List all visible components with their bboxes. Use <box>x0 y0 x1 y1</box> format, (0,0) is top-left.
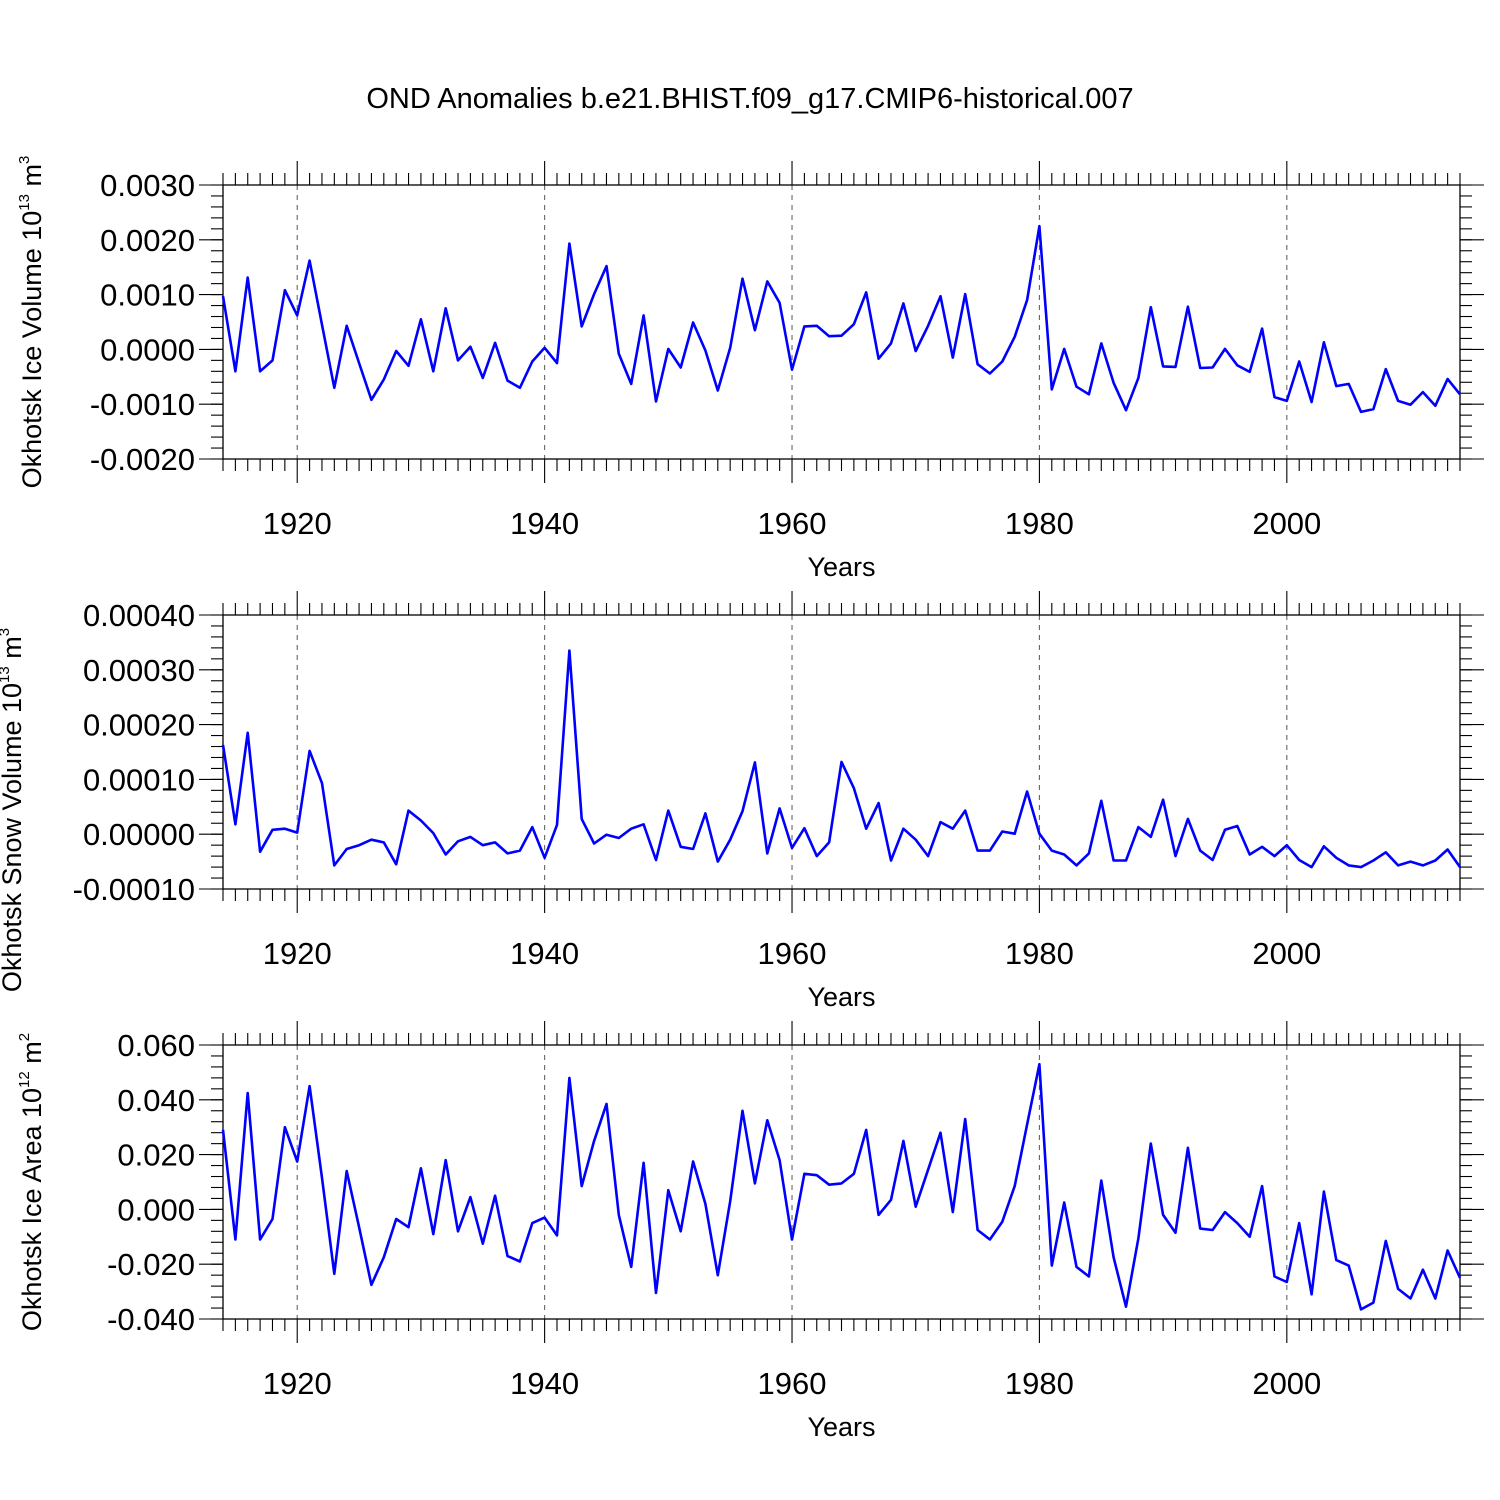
plot-frame <box>222 184 1461 460</box>
y-tick-label: -0.00010 <box>73 872 195 907</box>
y-tick-label: -0.0020 <box>90 442 195 477</box>
x-tick-label: 1940 <box>510 506 579 541</box>
y-tick-label: 0.060 <box>117 1028 195 1063</box>
x-tick-label: 1920 <box>263 506 332 541</box>
x-tick-label: 1980 <box>1005 506 1074 541</box>
x-tick-label: 1920 <box>263 1366 332 1401</box>
x-axis-label: Years <box>807 1412 875 1442</box>
x-tick-label: 1980 <box>1005 1366 1074 1401</box>
x-tick-label: 2000 <box>1252 936 1321 971</box>
panel-ice-volume: 0.0030 0.0020 0.0010 0.0000 -0.0010 -0.0020 19… <box>16 156 1484 582</box>
y-tick-label: -0.040 <box>107 1302 195 1337</box>
y-axis-label: Okhotsk Snow Volume 1013 m3 <box>0 628 27 992</box>
chart-panels: 0.0030 0.0020 0.0010 0.0000 -0.0010 -0.0020 19… <box>0 156 1484 1442</box>
y-tick-label: 0.020 <box>117 1138 195 1173</box>
y-tick-label: 0.00000 <box>83 817 195 852</box>
series-line-ice-area <box>221 1062 1462 1311</box>
y-tick-label: 0.0030 <box>100 168 195 203</box>
y-axis-label: Okhotsk Ice Area 1012 m2 <box>16 1033 47 1331</box>
x-tick-label: 1960 <box>758 1366 827 1401</box>
chart-title: OND Anomalies b.e21.BHIST.f09_g17.CMIP6-… <box>366 83 1133 115</box>
x-tick-label: 1940 <box>510 1366 579 1401</box>
y-tick-label: 0.000 <box>117 1192 195 1227</box>
x-tick-label: 1960 <box>758 506 827 541</box>
series-line-snow-volume <box>221 649 1462 869</box>
y-tick-label: 0.00040 <box>83 598 195 633</box>
x-tick-label: 1920 <box>263 936 332 971</box>
x-axis-label: Years <box>807 982 875 1012</box>
y-tick-label: 0.040 <box>117 1083 195 1118</box>
panel-snow-volume: 0.00040 0.00030 0.00020 0.00010 0.00000 -0.00… <box>0 591 1484 1012</box>
panel-ice-area: 0.060 0.040 0.020 0.000 -0.020 -0.040 1920 1940… <box>16 1021 1484 1442</box>
y-tick-label: 0.0000 <box>100 332 195 367</box>
x-tick-label: 1980 <box>1005 936 1074 971</box>
y-tick-label: 0.00020 <box>83 708 195 743</box>
y-axis-label: Okhotsk Ice Volume 1013 m3 <box>16 156 47 489</box>
x-tick-label: 1940 <box>510 936 579 971</box>
y-tick-label: 0.0020 <box>100 223 195 258</box>
plot-frame <box>222 614 1461 890</box>
x-tick-label: 2000 <box>1252 1366 1321 1401</box>
x-tick-label: 2000 <box>1252 506 1321 541</box>
y-tick-label: 0.00030 <box>83 653 195 688</box>
series-line-ice-volume <box>221 224 1462 414</box>
x-axis-label: Years <box>807 552 875 582</box>
y-tick-label: 0.00010 <box>83 762 195 797</box>
y-tick-label: -0.0010 <box>90 387 195 422</box>
x-tick-label: 1960 <box>758 936 827 971</box>
y-tick-label: -0.020 <box>107 1247 195 1282</box>
y-tick-label: 0.0010 <box>100 278 195 313</box>
